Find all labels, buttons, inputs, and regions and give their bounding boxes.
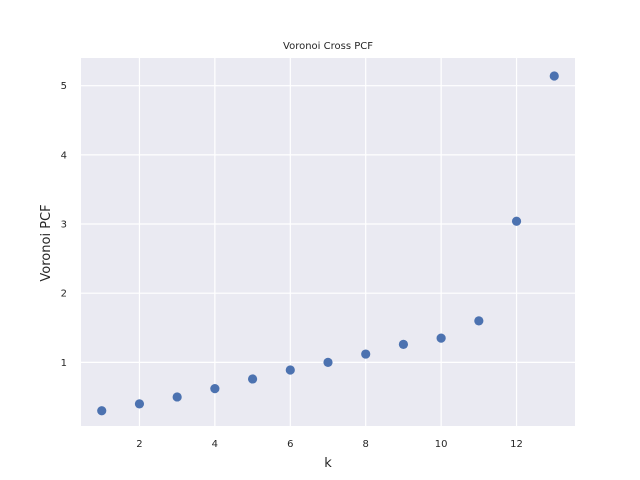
data-point — [172, 392, 182, 402]
x-tick-label: 12 — [510, 439, 523, 450]
data-point — [285, 365, 295, 375]
y-tick-label: 1 — [61, 358, 67, 369]
data-point — [97, 406, 107, 416]
data-point — [549, 71, 559, 81]
y-tick-label: 4 — [61, 150, 67, 161]
y-tick-labels: 1 2 3 4 5 — [61, 81, 67, 369]
data-point — [247, 374, 258, 384]
data-point — [210, 384, 220, 394]
gridlines — [81, 58, 575, 426]
x-tick-label: 2 — [136, 439, 142, 450]
plot-area — [81, 58, 575, 426]
data-point — [511, 216, 522, 226]
chart-title: Voronoi Cross PCF — [283, 41, 373, 52]
x-tick-labels: 2 4 6 8 10 12 — [136, 439, 523, 450]
x-tick-label: 10 — [435, 439, 448, 450]
data-point — [398, 339, 409, 349]
y-tick-label: 3 — [61, 220, 67, 231]
data-point — [361, 349, 371, 359]
data-point — [134, 399, 145, 409]
y-tick-label: 2 — [61, 289, 67, 300]
x-tick-label: 8 — [363, 439, 369, 450]
x-axis-label: k — [324, 456, 332, 471]
y-axis-label: Voronoi PCF — [39, 204, 54, 281]
x-tick-label: 4 — [212, 439, 218, 450]
data-points — [97, 71, 559, 416]
data-point — [436, 333, 446, 343]
x-tick-label: 6 — [287, 439, 293, 450]
data-point — [323, 357, 333, 367]
data-point — [474, 316, 484, 326]
y-tick-label: 5 — [61, 81, 67, 92]
